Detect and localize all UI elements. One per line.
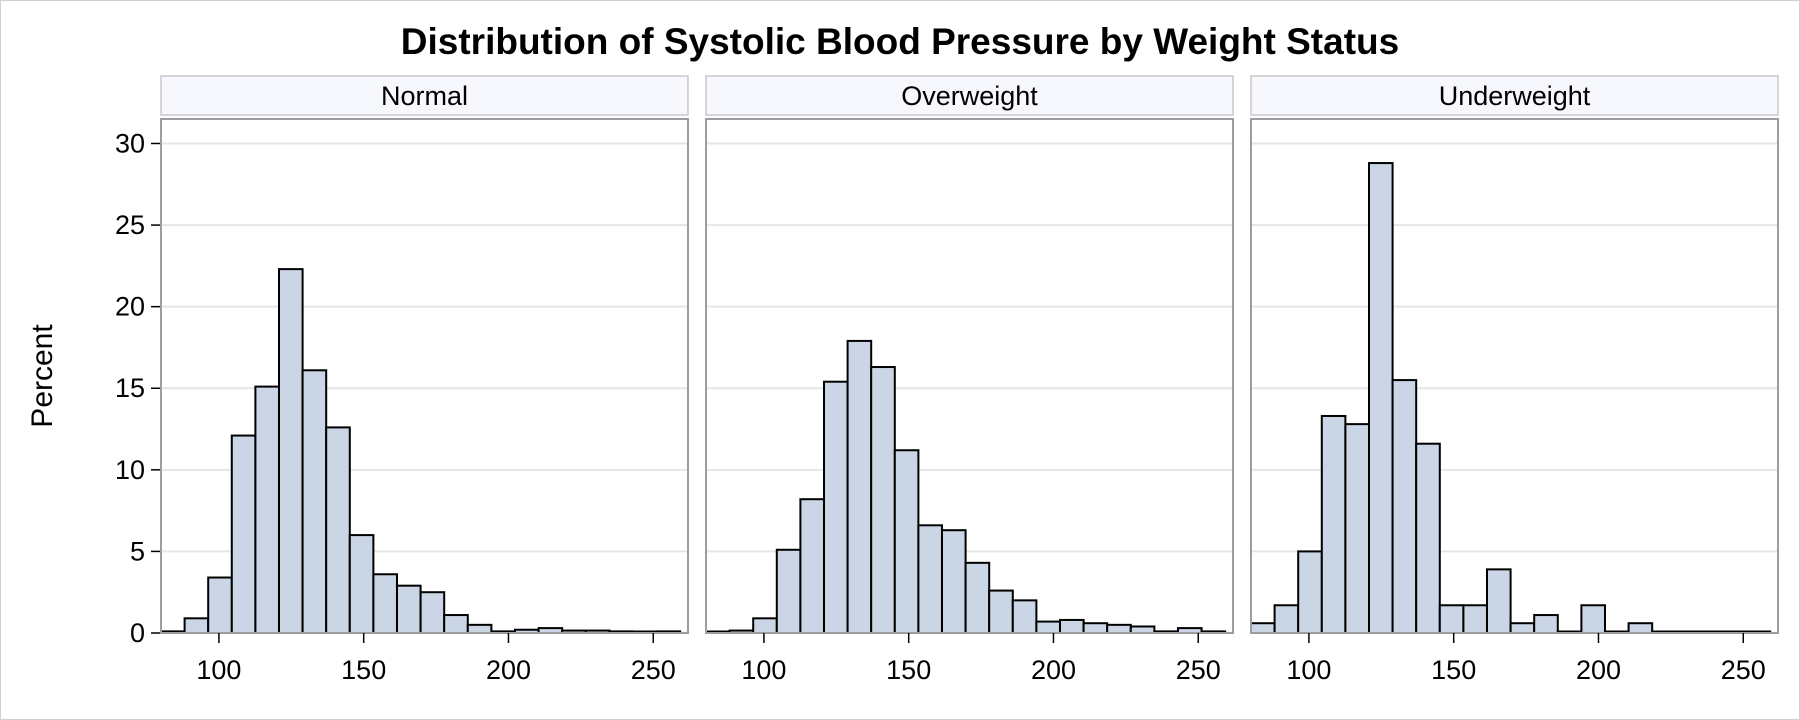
- panel-header: [705, 75, 1234, 116]
- x-tick-label: 250: [631, 655, 676, 685]
- panel-border: [1250, 118, 1779, 634]
- histogram-bar: [1438, 604, 1465, 634]
- histogram-bar: [230, 434, 257, 634]
- panel-header-label: Underweight: [1439, 81, 1591, 111]
- histogram-bar: [348, 534, 375, 634]
- panel-border: [705, 118, 1234, 634]
- histogram-bar: [325, 426, 351, 634]
- x-tick-label: 150: [341, 655, 386, 685]
- y-axis-label: Percent: [26, 324, 59, 428]
- histogram-bar: [1273, 604, 1300, 634]
- histogram-bar: [752, 617, 778, 634]
- panel-overweight: Overweight 100 150 200 250: [705, 75, 1234, 685]
- histogram-bar: [846, 339, 873, 634]
- histogram-bar: [1391, 379, 1418, 635]
- histogram-bar: [799, 498, 825, 635]
- histogram-bar: [466, 623, 493, 634]
- histogram-bar: [1320, 414, 1347, 634]
- panel-header-label: Overweight: [901, 81, 1038, 111]
- histogram-bar: [1011, 599, 1038, 634]
- histogram-bar: [1035, 620, 1061, 634]
- histogram-bar: [1580, 604, 1606, 634]
- histogram-bar: [964, 561, 991, 634]
- x-tick-label: 200: [1031, 655, 1076, 685]
- chart-title: Distribution of Systolic Blood Pressure …: [401, 21, 1399, 62]
- x-tick-label: 100: [1286, 655, 1331, 685]
- histogram-bar: [917, 524, 943, 634]
- histogram-bar: [419, 591, 446, 635]
- histogram-bar: [372, 573, 398, 634]
- y-tick-label: 15: [115, 373, 145, 403]
- x-tick-label: 250: [1176, 655, 1221, 685]
- y-tick-label: 20: [115, 292, 145, 322]
- histogram-bar: [1250, 622, 1276, 635]
- histogram-bar: [1106, 623, 1132, 634]
- histogram-bar: [183, 617, 210, 634]
- histogram-bar: [1509, 622, 1536, 635]
- x-tick-label: 200: [486, 655, 531, 685]
- y-tick-label: 25: [115, 210, 145, 240]
- panel-normal: Normal 100 150 200 250: [160, 75, 689, 685]
- panel-header: [160, 75, 689, 116]
- histogram-bar: [1058, 618, 1085, 635]
- histogram-bar: [443, 614, 469, 634]
- x-tick-label: 100: [741, 655, 786, 685]
- panel-header-label: Normal: [381, 81, 468, 111]
- y-tick-label: 5: [130, 536, 145, 566]
- histogram-bar: [775, 548, 802, 634]
- x-tick-label: 150: [1431, 655, 1476, 685]
- histogram-bar: [395, 584, 422, 635]
- histogram-bar: [1533, 614, 1559, 634]
- y-tick-label: 0: [130, 618, 145, 648]
- x-tick-label: 100: [196, 655, 241, 685]
- x-tick-label: 200: [1576, 655, 1621, 685]
- histogram-bar: [1415, 442, 1441, 635]
- histogram-bar: [1367, 162, 1394, 635]
- histogram-bar: [1297, 550, 1323, 635]
- histogram-bar: [870, 366, 896, 634]
- panel-underweight: Underweight 100 150 200 250: [1250, 75, 1779, 685]
- histogram-bar: [1462, 604, 1488, 634]
- panel-border: [160, 118, 689, 634]
- histogram-bar: [893, 449, 920, 634]
- histogram-bar: [1485, 568, 1512, 634]
- histogram-bar: [301, 369, 328, 634]
- histogram-bar: [940, 529, 967, 635]
- y-tick-label: 10: [115, 455, 145, 485]
- histogram-bar: [277, 268, 304, 634]
- histogram-bar: [1082, 622, 1109, 635]
- histogram-bar: [988, 589, 1014, 634]
- histogram-bar: [254, 385, 280, 634]
- panel-header: [1250, 75, 1779, 116]
- y-tick-label: 30: [115, 128, 145, 158]
- x-tick-label: 150: [886, 655, 931, 685]
- histogram-bar: [1627, 622, 1654, 635]
- histogram-bar: [1344, 423, 1370, 634]
- histogram-bar: [822, 380, 849, 635]
- x-tick-label: 250: [1721, 655, 1766, 685]
- histogram-bar: [207, 576, 233, 634]
